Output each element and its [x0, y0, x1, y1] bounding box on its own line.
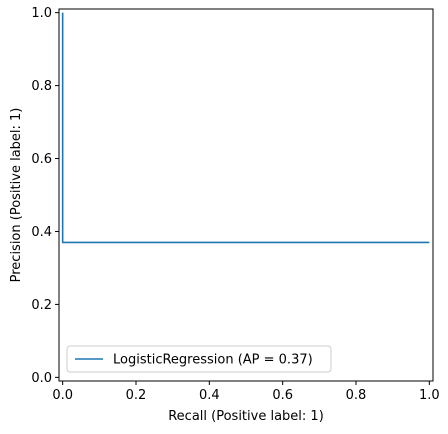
x-tick-label: 0.8: [346, 388, 367, 403]
axes-frame: [58, 8, 434, 382]
y-tick-label: 0.8: [31, 79, 52, 94]
x-tick-label: 1.0: [419, 388, 440, 403]
legend: LogisticRegression (AP = 0.37): [66, 345, 332, 373]
x-tick-label: 0.6: [272, 388, 293, 403]
y-axis-ticks: 0.0 0.2 0.4 0.6 0.8 1.0: [31, 6, 59, 386]
x-axis-label: Recall (Positive label: 1): [168, 409, 324, 424]
x-axis-ticks: 0.0 0.2 0.4 0.6 0.8 1.0: [52, 381, 440, 403]
legend-label: LogisticRegression (AP = 0.37): [113, 353, 313, 368]
y-tick-label: 0.0: [31, 371, 52, 386]
y-tick-label: 0.4: [31, 225, 52, 240]
x-tick-label: 0.2: [126, 388, 147, 403]
series-line: [61, 12, 430, 244]
x-tick-label: 0.4: [199, 388, 220, 403]
y-axis-label: Precision (Positive label: 1): [9, 108, 24, 283]
y-tick-label: 0.2: [31, 298, 52, 313]
y-tick-label: 1.0: [31, 6, 52, 21]
y-tick-label: 0.6: [31, 152, 52, 167]
plot-area: [58, 8, 434, 382]
x-tick-label: 0.0: [52, 388, 73, 403]
series-layer: [61, 12, 430, 244]
legend-box: [66, 345, 332, 373]
